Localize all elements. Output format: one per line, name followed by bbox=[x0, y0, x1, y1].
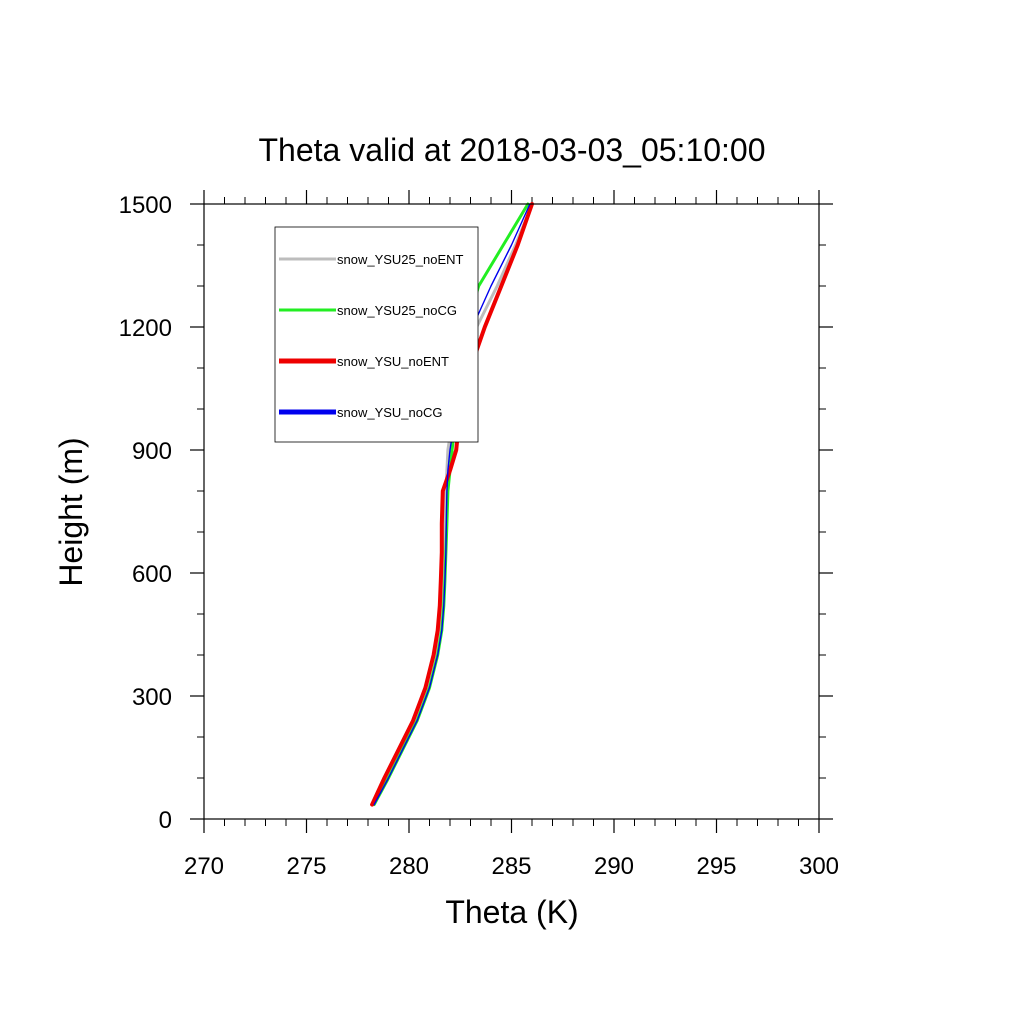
x-tick-label: 290 bbox=[594, 853, 634, 880]
series-line-snow_YSU_noENT bbox=[370, 202, 534, 807]
y-tick-label: 1500 bbox=[119, 192, 172, 219]
y-tick-label: 1200 bbox=[119, 315, 172, 342]
x-tick-label: 270 bbox=[184, 853, 224, 880]
y-tick-label: 600 bbox=[132, 561, 172, 588]
axis-ticks: 270 275 280 285 290 295 300 0 300 600 900 1200 1500 bbox=[119, 190, 839, 880]
x-tick-label: 300 bbox=[799, 853, 839, 880]
chart-title: Theta valid at 2018-03-03_05:10:00 bbox=[258, 132, 765, 168]
x-tick-label: 295 bbox=[696, 853, 736, 880]
legend-label: snow_YSU25_noENT bbox=[337, 252, 464, 267]
x-tick-label: 275 bbox=[286, 853, 326, 880]
legend-label: snow_YSU_noCG bbox=[337, 405, 443, 420]
y-tick-label: 0 bbox=[159, 807, 172, 834]
y-tick-label: 300 bbox=[132, 684, 172, 711]
plot-frame bbox=[203, 203, 820, 820]
x-tick-label: 285 bbox=[491, 853, 531, 880]
legend: snow_YSU25_noENT snow_YSU25_noCG snow_YSU_… bbox=[274, 226, 479, 443]
x-axis-label: Theta (K) bbox=[445, 894, 578, 930]
x-tick-label: 280 bbox=[389, 853, 429, 880]
legend-box bbox=[274, 226, 479, 443]
legend-label: snow_YSU_noENT bbox=[337, 354, 449, 369]
legend-label: snow_YSU25_noCG bbox=[337, 303, 457, 318]
y-tick-label: 900 bbox=[132, 438, 172, 465]
y-axis-label: Height (m) bbox=[53, 437, 89, 586]
